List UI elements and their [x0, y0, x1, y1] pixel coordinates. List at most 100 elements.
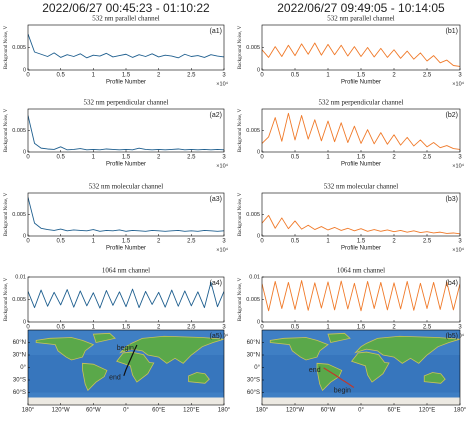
x-tick-label: 0.5	[56, 239, 65, 245]
x-tick-label: 1.5	[357, 239, 366, 245]
y-tick-label: 0	[257, 149, 260, 155]
plot-area	[28, 281, 224, 309]
noise-line	[28, 115, 224, 151]
plot-frame	[261, 276, 461, 323]
x-tick-label: 1.5	[357, 155, 366, 161]
x-tick-label: 3	[222, 325, 226, 331]
x-tick-label: 60°W	[321, 408, 336, 414]
y-axis-label: Background Noise, V	[238, 25, 243, 69]
x-tick-label: 1	[326, 73, 330, 79]
noise-line	[262, 42, 460, 67]
y-tick-label: 0	[23, 319, 26, 325]
antarctica	[262, 397, 460, 405]
y-tick-label: 0	[23, 149, 26, 155]
x-tick-label: 2	[157, 325, 161, 331]
land	[354, 335, 460, 364]
x-tick-label: 2	[392, 239, 396, 245]
x-tick-label: 1.5	[357, 325, 366, 331]
y-tick-label: 0	[257, 233, 260, 239]
x-tick-label: 2.5	[187, 239, 196, 245]
plot-frame	[261, 108, 461, 153]
plot-frame	[27, 24, 225, 71]
noise-line	[28, 281, 224, 309]
y-tick-label: 60°S	[247, 390, 260, 396]
x-scale-label: ×10⁴	[452, 80, 464, 87]
x-tick-label: 2	[392, 325, 396, 331]
land	[350, 351, 390, 383]
panel-label: (a4)	[210, 280, 222, 287]
x-tick-label: 1.5	[122, 239, 131, 245]
y-tick-label: 0	[257, 67, 260, 73]
x-tick-label: 2.5	[423, 73, 432, 79]
x-tick-label: 2	[157, 155, 161, 161]
x-tick-label: 1	[92, 325, 96, 331]
x-tick-label: 2.5	[423, 155, 432, 161]
x-tick-label: 0.5	[56, 155, 65, 161]
land	[116, 351, 155, 383]
x-tick-label: 0	[26, 155, 30, 161]
y-tick-label: 0.005	[12, 45, 26, 51]
x-tick-label: 2.5	[423, 325, 432, 331]
antarctica	[28, 397, 224, 405]
y-tick-label: 30°S	[247, 378, 260, 384]
y-tick-label: 0	[23, 233, 26, 239]
y-tick-label: 30°N	[247, 353, 260, 359]
y-tick-label: 0°	[20, 365, 26, 371]
plot-area	[28, 197, 224, 232]
y-tick-label: 0.005	[12, 212, 26, 218]
land	[92, 332, 116, 343]
x-tick-label: 3	[222, 73, 226, 79]
panel-title: 532 nm parallel channel	[92, 15, 160, 23]
x-scale-label: ×10⁴	[452, 162, 464, 169]
x-tick-label: 1	[92, 73, 96, 79]
plot-area	[262, 280, 460, 312]
column-title: 2022/06/27 00:45:23 - 01:10:22	[42, 1, 210, 15]
noise-line	[262, 112, 460, 150]
plot-area	[28, 33, 224, 59]
x-tick-label: 1	[326, 155, 330, 161]
noise-line	[28, 197, 224, 232]
x-tick-label: 2.5	[187, 155, 196, 161]
track	[123, 344, 138, 377]
y-tick-label: 0.005	[246, 212, 260, 218]
x-tick-label: 120°W	[286, 408, 304, 414]
panel-title: 532 nm perpendicular channel	[319, 99, 404, 107]
x-axis-label: Profile Number	[106, 246, 146, 252]
panel-label: (a3)	[210, 196, 222, 203]
y-tick-label: 0.01	[249, 274, 260, 280]
x-tick-label: 0.5	[291, 239, 300, 245]
y-tick-label: 0.005	[246, 45, 260, 51]
x-tick-label: 0.5	[56, 325, 65, 331]
land	[119, 335, 224, 364]
x-tick-label: 0.5	[291, 325, 300, 331]
y-tick-label: 0°	[254, 365, 260, 371]
x-tick-label: 1	[92, 239, 96, 245]
y-tick-label: 60°N	[13, 340, 26, 346]
panel-title: 532 nm perpendicular channel	[84, 99, 169, 107]
y-axis-label: Background Noise, V	[4, 25, 9, 69]
x-tick-label: 180°	[22, 408, 35, 414]
x-tick-label: 1.5	[357, 73, 366, 79]
plot-frame	[27, 108, 225, 153]
y-tick-label: 30°N	[13, 353, 26, 359]
x-axis-label: Profile Number	[106, 80, 146, 86]
track-end-label: end	[109, 375, 121, 382]
x-tick-label: 0	[26, 73, 30, 79]
y-tick-label: 0.01	[15, 274, 26, 280]
x-tick-label: 120°E	[183, 408, 199, 414]
panel-title: 1064 nm channel	[102, 267, 150, 275]
y-axis-label: Background Noise, V	[238, 192, 243, 236]
x-axis-label: Profile Number	[106, 162, 146, 168]
column-title: 2022/06/27 09:49:05 - 10:14:05	[277, 1, 445, 15]
plot-area	[262, 330, 460, 405]
x-tick-label: 3	[458, 155, 462, 161]
x-scale-label: ×10⁴	[216, 80, 228, 87]
track-start-label: begin	[117, 345, 134, 352]
y-axis-label: Background Noise, V	[4, 277, 9, 321]
x-axis-label: Profile Number	[341, 80, 381, 86]
x-tick-label: 2	[157, 239, 161, 245]
plot-area	[262, 112, 460, 150]
x-axis-label: Profile Number	[341, 162, 381, 168]
plot-frame	[261, 192, 461, 237]
